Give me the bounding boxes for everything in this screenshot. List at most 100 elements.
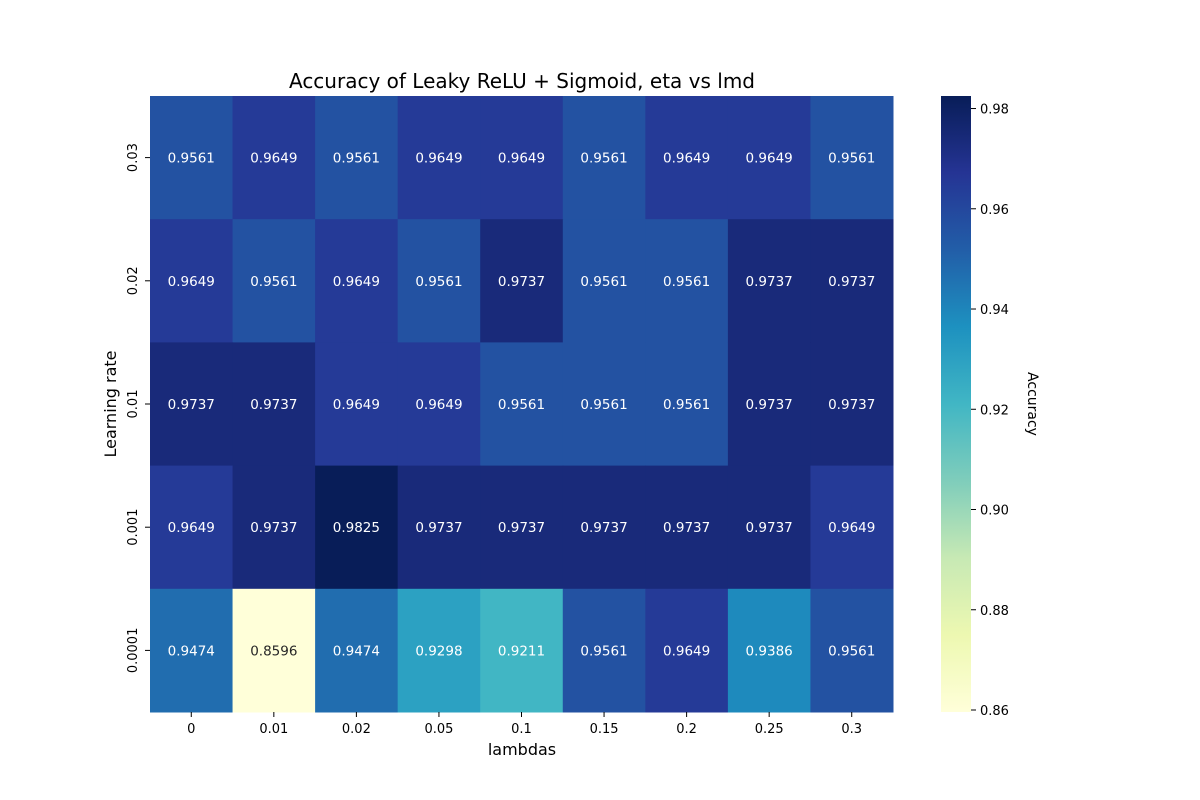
- colorbar-tick-label: 0.98: [980, 103, 1009, 118]
- heatmap-cell: [315, 219, 399, 343]
- cell-value-label: 0.8596: [250, 643, 297, 659]
- x-axis: 0 0.01 0.02 0.05 0.1 0.15 0.2 0.25 0.3: [187, 712, 862, 737]
- x-tick-label: 0.2: [676, 722, 697, 737]
- heatmap-cell: [150, 465, 234, 590]
- heatmap-cell: [727, 96, 811, 220]
- colorbar-tick-label: 0.90: [980, 504, 1009, 519]
- heatmap-cell: [810, 588, 894, 713]
- cell-value-label: 0.9737: [498, 274, 545, 290]
- cell-value-label: 0.9386: [746, 643, 793, 659]
- cell-value-label: 0.9649: [333, 397, 380, 413]
- heatmap-cell: [232, 96, 316, 220]
- cell-value-label: 0.9737: [828, 397, 875, 413]
- cell-value-label: 0.9474: [333, 643, 380, 659]
- y-axis-label: Learning rate: [101, 350, 120, 457]
- cell-value-label: 0.9737: [746, 520, 793, 536]
- cell-value-label: 0.9561: [333, 151, 380, 167]
- cell-value-label: 0.9649: [250, 151, 297, 167]
- heatmap-cell: [727, 342, 811, 467]
- heatmap-cell: [480, 342, 564, 467]
- cell-value-label: 0.9561: [663, 274, 710, 290]
- cell-value-label: 0.9561: [663, 397, 710, 413]
- colorbar-tick-label: 0.96: [980, 203, 1009, 218]
- heatmap-cell: [315, 465, 399, 590]
- chart-title: Accuracy of Leaky ReLU + Sigmoid, eta vs…: [289, 69, 755, 93]
- heatmap-cell: [397, 219, 481, 343]
- cell-value-label: 0.9737: [828, 274, 875, 290]
- cell-value-label: 0.9561: [415, 274, 462, 290]
- y-tick-label: 0.001: [126, 509, 141, 546]
- colorbar-label: Accuracy: [1024, 372, 1040, 436]
- heatmap-cell: [810, 219, 894, 343]
- heatmap-cell: [397, 465, 481, 590]
- heatmap-cell: [315, 96, 399, 220]
- x-tick-label: 0.01: [259, 722, 288, 737]
- heatmap-cell: [150, 219, 234, 343]
- heatmap-cell: [645, 342, 729, 467]
- x-tick-label: 0: [187, 722, 195, 737]
- x-tick-label: 0.3: [841, 722, 862, 737]
- cell-value-label: 0.9561: [828, 643, 875, 659]
- cell-value-label: 0.9737: [498, 520, 545, 536]
- heatmap-cell: [810, 465, 894, 590]
- cell-value-label: 0.9474: [168, 643, 215, 659]
- heatmap-cell: [727, 588, 811, 713]
- heatmap-cell: [562, 219, 646, 343]
- colorbar-gradient: [941, 96, 971, 712]
- heatmap-cell: [480, 465, 564, 590]
- heatmap-cell: [480, 588, 564, 713]
- colorbar-tick-label: 0.88: [980, 604, 1009, 619]
- colorbar-tick-label: 0.86: [980, 704, 1009, 719]
- cell-value-label: 0.9737: [580, 520, 627, 536]
- heatmap-cell: [232, 219, 316, 343]
- heatmap-cell: [645, 96, 729, 220]
- x-tick-label: 0.02: [342, 722, 371, 737]
- x-axis-label: lambdas: [488, 740, 556, 759]
- cell-value-label: 0.9649: [663, 151, 710, 167]
- cell-value-label: 0.9737: [168, 397, 215, 413]
- cell-value-label: 0.9737: [250, 520, 297, 536]
- cell-value-label: 0.9649: [498, 151, 545, 167]
- heatmap-cell: [150, 342, 234, 467]
- cell-value-label: 0.9737: [746, 397, 793, 413]
- heatmap-cell: [562, 465, 646, 590]
- cell-value-label: 0.9737: [250, 397, 297, 413]
- cell-value-label: 0.9561: [580, 397, 627, 413]
- cell-value-label: 0.9561: [498, 397, 545, 413]
- cell-value-label: 0.9649: [663, 643, 710, 659]
- cell-value-label: 0.9649: [415, 397, 462, 413]
- cell-value-label: 0.9825: [333, 520, 380, 536]
- heatmap-cell: [810, 342, 894, 467]
- cell-value-label: 0.9561: [828, 151, 875, 167]
- cell-value-label: 0.9561: [580, 274, 627, 290]
- heatmap-cell: [397, 342, 481, 467]
- y-axis: 0.03 0.02 0.01 0.001 0.0001: [126, 143, 150, 673]
- heatmap-cell: [315, 342, 399, 467]
- y-tick-label: 0.02: [126, 266, 141, 295]
- x-tick-label: 0.05: [424, 722, 453, 737]
- heatmap-cell: [480, 96, 564, 220]
- heatmap-cell: [562, 342, 646, 467]
- heatmap-cell: [315, 588, 399, 713]
- cell-value-label: 0.9561: [580, 643, 627, 659]
- heatmap-cell: [150, 96, 234, 220]
- heatmap-cells: [150, 96, 894, 713]
- heatmap-cell: [232, 342, 316, 467]
- heatmap-cell: [727, 465, 811, 590]
- cell-value-label: 0.9561: [580, 151, 627, 167]
- heatmap-cell: [562, 96, 646, 220]
- cell-value-labels: 0.9561 0.9649 0.9561 0.9649 0.9649 0.9561 0.96…: [168, 151, 876, 660]
- cell-value-label: 0.9649: [746, 151, 793, 167]
- heatmap-cell: [645, 465, 729, 590]
- x-tick-label: 0.1: [511, 722, 532, 737]
- cell-value-label: 0.9649: [333, 274, 380, 290]
- cell-value-label: 0.9211: [498, 643, 545, 659]
- cell-value-label: 0.9737: [746, 274, 793, 290]
- colorbar: 0.86 0.88 0.90 0.92 0.94 0.96 0.98: [941, 96, 1009, 719]
- cell-value-label: 0.9561: [250, 274, 297, 290]
- x-tick-label: 0.25: [755, 722, 784, 737]
- cell-value-label: 0.9737: [663, 520, 710, 536]
- cell-value-label: 0.9649: [828, 520, 875, 536]
- heatmap-cell: [727, 219, 811, 343]
